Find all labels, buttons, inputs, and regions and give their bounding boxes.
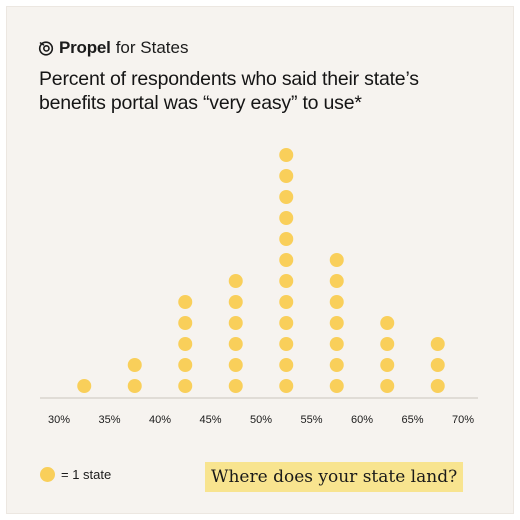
- state-dot: [380, 316, 395, 330]
- state-dot: [380, 337, 395, 351]
- state-dot: [127, 358, 142, 372]
- callout-banner: Where does your state land?: [205, 462, 464, 492]
- state-dot: [279, 169, 294, 183]
- chart-title: Percent of respondents who said their st…: [39, 67, 499, 115]
- state-dot: [430, 358, 445, 372]
- state-dot: [279, 337, 294, 351]
- state-dot: [380, 358, 395, 372]
- x-tick-label: 35%: [98, 414, 120, 426]
- callout-text: Where does your state land?: [211, 467, 458, 487]
- x-tick-label: 70%: [452, 414, 474, 426]
- state-dot: [279, 274, 294, 288]
- state-dot: [228, 316, 243, 330]
- infographic-card: Propel for States Percent of respondents…: [6, 6, 514, 514]
- state-dot: [279, 379, 294, 393]
- state-dot: [279, 295, 294, 309]
- state-dot: [279, 211, 294, 225]
- state-dot: [279, 316, 294, 330]
- state-dot: [279, 232, 294, 246]
- state-dot: [178, 379, 193, 393]
- state-dot: [228, 337, 243, 351]
- state-dot: [228, 379, 243, 393]
- state-dot: [380, 379, 395, 393]
- state-dot: [329, 253, 344, 267]
- x-tick-label: 65%: [401, 414, 423, 426]
- spiral-icon: [38, 41, 54, 56]
- x-tick-label: 60%: [351, 414, 373, 426]
- state-dot: [329, 358, 344, 372]
- legend-label: = 1 state: [61, 467, 112, 482]
- state-dot: [329, 274, 344, 288]
- brand-name: Propel: [59, 38, 111, 57]
- state-dot: [228, 274, 243, 288]
- chart-title-line1: Percent of respondents who said their st…: [39, 68, 419, 90]
- state-dot: [77, 379, 92, 393]
- state-dot: [329, 379, 344, 393]
- state-dot: [279, 358, 294, 372]
- state-dot: [279, 253, 294, 267]
- state-dot: [329, 295, 344, 309]
- state-dot: [430, 337, 445, 351]
- x-tick-label: 55%: [300, 414, 322, 426]
- x-tick-label: 30%: [48, 414, 70, 426]
- state-dot: [279, 148, 294, 162]
- state-dot: [279, 190, 294, 204]
- state-dot: [228, 295, 243, 309]
- x-tick-label: 50%: [250, 414, 272, 426]
- state-dot: [430, 379, 445, 393]
- brand-suffix: for States: [115, 38, 189, 57]
- state-dot: [178, 337, 193, 351]
- state-dot: [228, 358, 243, 372]
- yellow-dot-icon: [40, 467, 55, 482]
- state-dot: [178, 295, 193, 309]
- x-tick-label: 40%: [149, 414, 171, 426]
- state-dot: [178, 316, 193, 330]
- x-tick-label: 45%: [199, 414, 221, 426]
- chart-title-line2: benefits portal was “very easy” to use*: [39, 92, 362, 114]
- legend: = 1 state: [40, 467, 111, 482]
- state-dot: [127, 379, 142, 393]
- state-dot: [329, 337, 344, 351]
- state-dot: [329, 316, 344, 330]
- brand-header: Propel for States: [38, 38, 188, 58]
- state-dot: [178, 358, 193, 372]
